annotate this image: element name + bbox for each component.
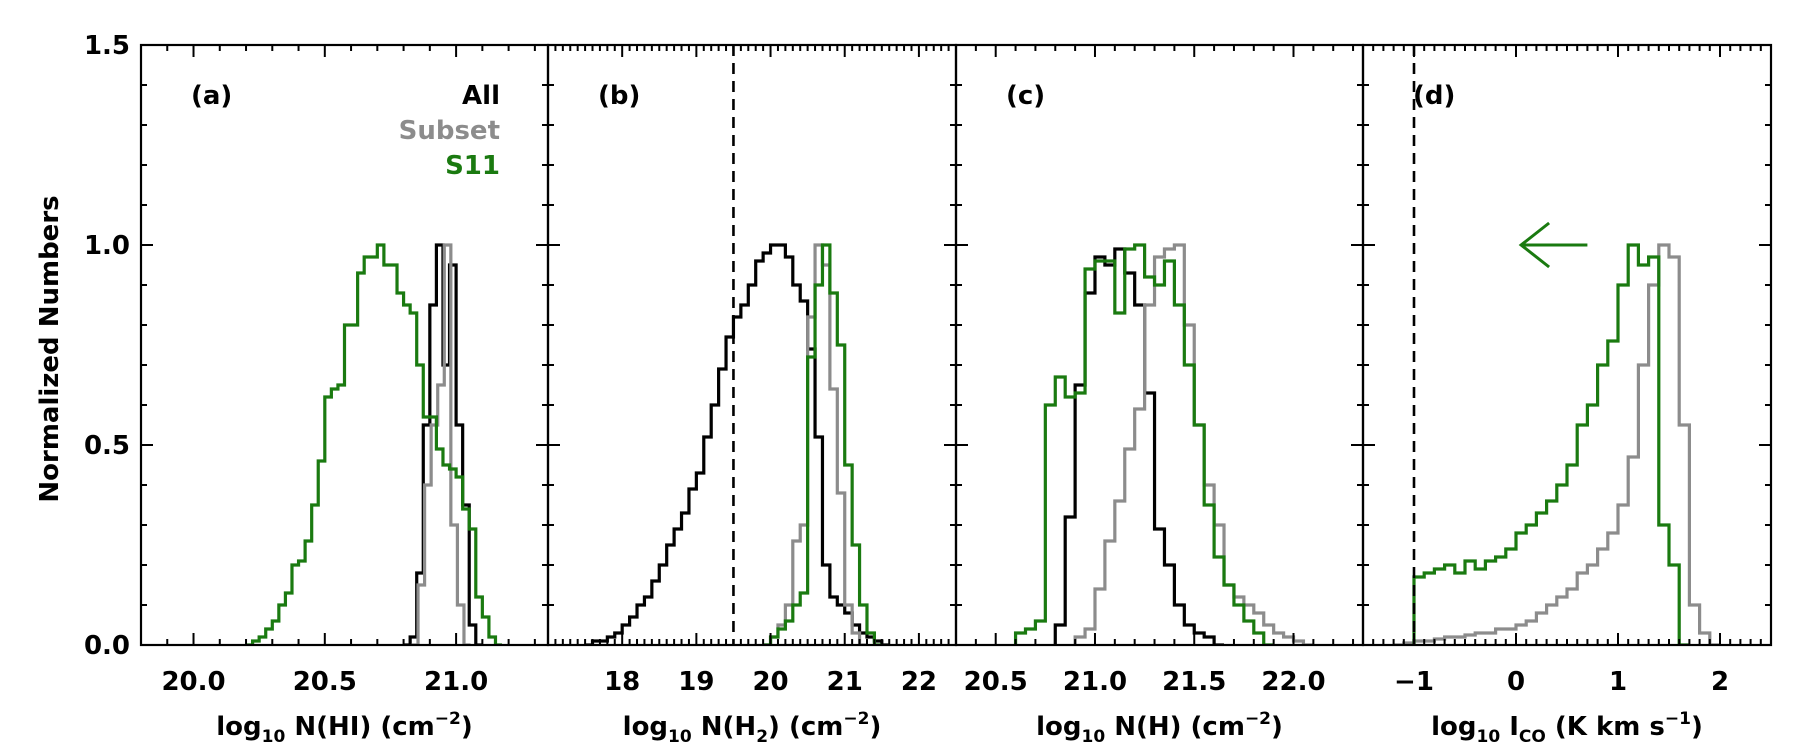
x-axis-label-part: log bbox=[1431, 712, 1476, 742]
histogram-subset bbox=[1073, 243, 1314, 645]
x-tick-label: −1 bbox=[1394, 667, 1434, 697]
x-axis-label-part: log bbox=[1036, 712, 1081, 742]
x-tick-label: 20 bbox=[752, 667, 788, 697]
x-axis-label-part: 2 bbox=[756, 727, 768, 747]
x-axis-label: log10 N(H2) (cm−2) bbox=[623, 709, 882, 747]
x-axis-label-part: 10 bbox=[1081, 727, 1105, 747]
panel-label: (d) bbox=[1413, 81, 1455, 111]
panel-frame bbox=[546, 43, 958, 647]
x-axis-label: log10 N(H) (cm−2) bbox=[1036, 709, 1283, 747]
x-tick-label: 21.0 bbox=[424, 667, 488, 697]
histogram-s11 bbox=[763, 243, 882, 645]
x-axis-label: log10 ICO (K km s−1) bbox=[1431, 709, 1703, 747]
x-tick-label: 0 bbox=[1507, 667, 1525, 697]
x-axis-label-part: N(H) (cm bbox=[1105, 712, 1245, 742]
x-axis-label-part: I bbox=[1500, 712, 1519, 742]
histogram-all bbox=[1053, 247, 1225, 645]
histogram-s11 bbox=[246, 243, 503, 645]
x-axis-label-part: 10 bbox=[262, 727, 286, 747]
panel-c: 20.5 21.0 21.5 22.0 (c) log10 N(H) (cm−2) bbox=[954, 43, 1365, 747]
x-tick-label: 18 bbox=[604, 667, 640, 697]
x-tick-label: 1 bbox=[1609, 667, 1627, 697]
x-axis-label-part: ) (cm bbox=[768, 712, 843, 742]
histogram-subset bbox=[1393, 243, 1720, 645]
x-axis-label-part: log bbox=[216, 712, 261, 742]
histogram-s11 bbox=[1013, 243, 1274, 645]
x-tick-label: 22 bbox=[901, 667, 937, 697]
x-axis-label-part: −2 bbox=[843, 709, 869, 729]
panel-frame bbox=[954, 43, 1365, 647]
histogram-subset bbox=[763, 243, 867, 645]
x-axis-label-part: N(HI) (cm bbox=[285, 712, 434, 742]
legend-entry-all: All bbox=[462, 81, 500, 111]
y-tick-label: 0.5 bbox=[84, 431, 130, 461]
x-tick-label: 21 bbox=[827, 667, 863, 697]
panel-a: 20.0 20.5 21.0 (a) log10 N(HI) (cm−2) bbox=[139, 43, 550, 747]
x-axis-label-part: CO bbox=[1519, 727, 1546, 747]
upper-limit-arrow-head bbox=[1518, 221, 1551, 269]
x-axis-label-part: ) bbox=[1691, 712, 1703, 742]
x-axis-label-part: ) bbox=[461, 712, 473, 742]
x-axis-label-part: N(H bbox=[692, 712, 756, 742]
x-tick-label: 20.5 bbox=[293, 667, 357, 697]
y-axis-label: Normalized Numbers bbox=[35, 195, 65, 502]
x-axis-label-part: −2 bbox=[1245, 709, 1271, 729]
panel-b: 18 19 20 21 22 (b) log10 N(H2) (cm−2) bbox=[546, 43, 958, 747]
x-axis-label-part: log bbox=[623, 712, 668, 742]
x-axis-label-part: ) bbox=[869, 712, 881, 742]
histogram-s11 bbox=[1412, 243, 1690, 645]
x-axis-label-part: 10 bbox=[1477, 727, 1501, 747]
x-tick-label: 2 bbox=[1711, 667, 1729, 697]
legend-entry-s11: S11 bbox=[445, 151, 500, 181]
y-tick-label: 0.0 bbox=[84, 631, 130, 661]
histogram-subset bbox=[411, 243, 471, 645]
x-tick-label: 19 bbox=[678, 667, 714, 697]
x-axis-label-part: ) bbox=[1271, 712, 1283, 742]
histogram-all bbox=[585, 243, 890, 645]
y-tick-label: 1.0 bbox=[84, 231, 130, 261]
panel-label: (b) bbox=[598, 81, 640, 111]
x-tick-label: 20.0 bbox=[161, 667, 225, 697]
legend: All Subset S11 bbox=[399, 81, 500, 181]
panel-label: (a) bbox=[191, 81, 232, 111]
x-tick-label: 20.5 bbox=[964, 667, 1028, 697]
legend-entry-subset: Subset bbox=[399, 116, 500, 146]
x-tick-label: 21.0 bbox=[1063, 667, 1127, 697]
panel-label: (c) bbox=[1006, 81, 1045, 111]
x-tick-label: 22.0 bbox=[1261, 667, 1325, 697]
panel-frame bbox=[1361, 43, 1773, 647]
panel-d: −1 0 1 2(d)log10 ICO (K km s−1) bbox=[1361, 43, 1773, 747]
x-tick-label: 21.5 bbox=[1162, 667, 1226, 697]
x-axis-label: log10 N(HI) (cm−2) bbox=[216, 709, 472, 747]
x-axis-label-part: 10 bbox=[668, 727, 692, 747]
x-axis-label-part: (K km s bbox=[1546, 712, 1665, 742]
y-tick-label: 1.5 bbox=[84, 31, 130, 61]
x-axis-label-part: −1 bbox=[1665, 709, 1691, 729]
x-axis-label-part: −2 bbox=[435, 709, 461, 729]
